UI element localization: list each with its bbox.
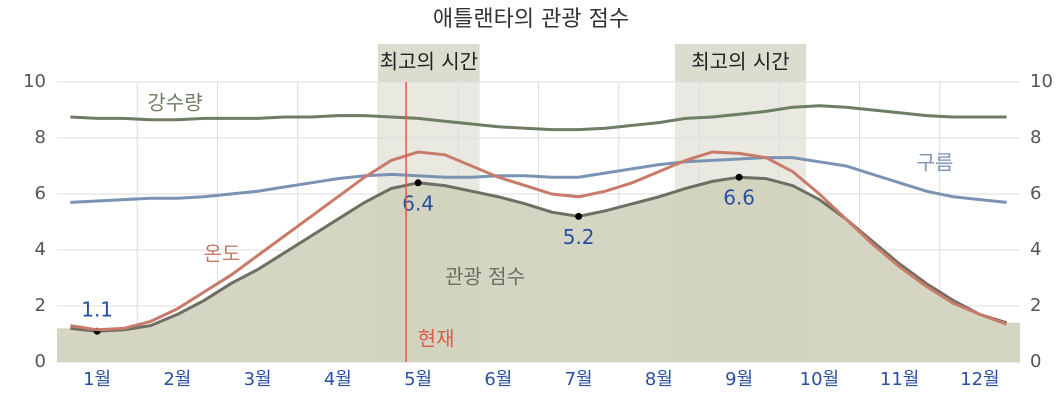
best-time-label: 최고의 시간 (380, 50, 478, 74)
peak-dot (575, 212, 583, 220)
value-label: 6.6 (723, 186, 755, 210)
y2-tick-label: 2 (1030, 295, 1041, 316)
x-tick-label: 1월 (83, 369, 111, 390)
x-tick-label: 11월 (880, 369, 919, 390)
y2-tick-label: 0 (1030, 351, 1041, 372)
peak-dot (414, 179, 422, 187)
series-line (70, 150, 1008, 332)
y-tick-label: 0 (35, 351, 46, 372)
series-label: 관광 점수 (445, 265, 525, 289)
score-area (57, 177, 1020, 362)
series-label: 강수량 (147, 91, 202, 115)
x-tick-label: 10월 (800, 369, 839, 390)
x-tick-label: 9월 (725, 369, 753, 390)
best-time-label: 최고의 시간 (691, 50, 789, 74)
series-label: 구름 (917, 151, 954, 175)
value-label: 6.4 (402, 191, 434, 215)
x-tick-label: 6월 (484, 369, 512, 390)
x-tick-label: 4월 (324, 369, 352, 390)
x-tick-label: 8월 (645, 369, 673, 390)
y2-tick-label: 4 (1030, 239, 1041, 260)
value-label: 5.2 (563, 225, 595, 249)
best-time-label-bg (674, 44, 806, 82)
y2-tick-label: 6 (1030, 183, 1041, 204)
chart-title: 애틀랜타의 관광 점수 (433, 7, 629, 32)
y-tick-label: 4 (35, 239, 46, 260)
best-time-label-bg (378, 44, 480, 82)
y2-tick-label: 10 (1030, 71, 1053, 92)
x-tick-label: 12월 (960, 369, 999, 390)
y-tick-label: 2 (35, 295, 46, 316)
value-label: 1.1 (81, 298, 113, 322)
series-line (70, 156, 1007, 204)
y2-tick-label: 8 (1030, 127, 1041, 148)
x-tick-label: 7월 (565, 369, 593, 390)
y-tick-label: 10 (23, 71, 46, 92)
y-tick-label: 6 (35, 183, 46, 204)
x-tick-label: 5월 (404, 369, 432, 390)
now-label: 현재 (418, 327, 455, 351)
y-tick-label: 8 (35, 127, 46, 148)
series-line (70, 104, 1007, 132)
peak-dot (735, 173, 743, 181)
series-label: 온도 (204, 242, 241, 266)
x-tick-label: 3월 (244, 369, 272, 390)
x-tick-label: 2월 (163, 369, 191, 390)
